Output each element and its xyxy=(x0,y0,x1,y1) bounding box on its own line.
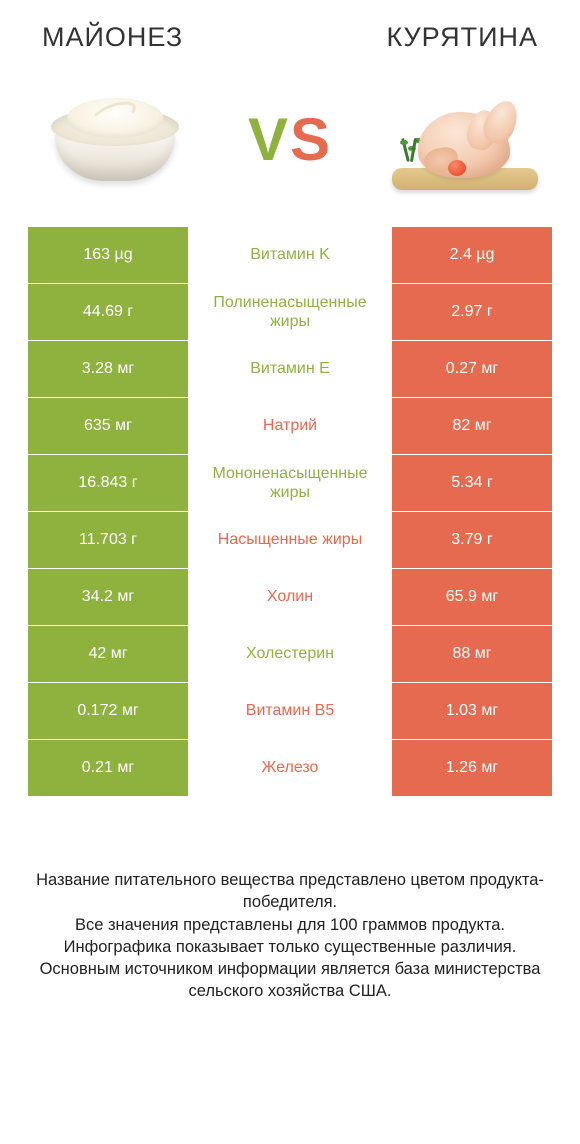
table-row: 0.172 мгВитамин B51.03 мг xyxy=(28,683,552,740)
table-row: 11.703 гНасыщенные жиры3.79 г xyxy=(28,512,552,569)
vs-label: VS xyxy=(248,105,332,174)
vs-letter-v: V xyxy=(248,105,290,174)
table-row: 44.69 гПолиненасыщенные жиры2.97 г xyxy=(28,284,552,341)
nutrient-label: Витамин E xyxy=(188,341,392,397)
right-value: 3.79 г xyxy=(392,512,552,568)
nutrient-label: Холин xyxy=(188,569,392,625)
nutrient-table: 163 µgВитамин K2.4 µg44.69 гПолиненасыще… xyxy=(0,227,580,797)
table-row: 0.21 мгЖелезо1.26 мг xyxy=(28,740,552,797)
nutrient-label: Витамин B5 xyxy=(188,683,392,739)
table-row: 16.843 гМононенасыщенные жиры5.34 г xyxy=(28,455,552,512)
right-value: 5.34 г xyxy=(392,455,552,511)
left-value: 635 мг xyxy=(28,398,188,454)
nutrient-label: Мононенасыщенные жиры xyxy=(188,455,392,511)
right-value: 1.26 мг xyxy=(392,740,552,796)
right-value: 2.4 µg xyxy=(392,227,552,283)
footer-line: Все значения представлены для 100 граммо… xyxy=(26,914,554,936)
nutrient-label: Насыщенные жиры xyxy=(188,512,392,568)
table-row: 635 мгНатрий82 мг xyxy=(28,398,552,455)
footer-line: Основным источником информации является … xyxy=(26,958,554,1003)
footer-line: Название питательного вещества представл… xyxy=(26,869,554,914)
left-value: 11.703 г xyxy=(28,512,188,568)
table-row: 42 мгХолестерин88 мг xyxy=(28,626,552,683)
right-value: 2.97 г xyxy=(392,284,552,340)
nutrient-label: Полиненасыщенные жиры xyxy=(188,284,392,340)
left-value: 42 мг xyxy=(28,626,188,682)
mayo-bowl-icon xyxy=(45,92,185,187)
chicken-icon xyxy=(390,84,540,194)
left-value: 163 µg xyxy=(28,227,188,283)
left-value: 44.69 г xyxy=(28,284,188,340)
left-product-image xyxy=(40,79,190,199)
right-value: 0.27 мг xyxy=(392,341,552,397)
right-value: 65.9 мг xyxy=(392,569,552,625)
left-value: 0.21 мг xyxy=(28,740,188,796)
table-row: 3.28 мгВитамин E0.27 мг xyxy=(28,341,552,398)
footer-line: Инфографика показывает только существенн… xyxy=(26,936,554,958)
nutrient-label: Железо xyxy=(188,740,392,796)
right-product-image xyxy=(390,79,540,199)
vs-letter-s: S xyxy=(290,105,332,174)
table-row: 163 µgВитамин K2.4 µg xyxy=(28,227,552,284)
nutrient-label: Холестерин xyxy=(188,626,392,682)
footer-notes: Название питательного вещества представл… xyxy=(0,797,580,1003)
left-value: 34.2 мг xyxy=(28,569,188,625)
left-value: 3.28 мг xyxy=(28,341,188,397)
left-product-title: МАЙОНЕЗ xyxy=(42,22,183,53)
right-product-title: КУРЯТИНА xyxy=(386,22,538,53)
nutrient-label: Натрий xyxy=(188,398,392,454)
right-value: 1.03 мг xyxy=(392,683,552,739)
header: МАЙОНЕЗ КУРЯТИНА xyxy=(0,0,580,61)
left-value: 16.843 г xyxy=(28,455,188,511)
vs-row: VS xyxy=(0,61,580,227)
table-row: 34.2 мгХолин65.9 мг xyxy=(28,569,552,626)
right-value: 82 мг xyxy=(392,398,552,454)
right-value: 88 мг xyxy=(392,626,552,682)
nutrient-label: Витамин K xyxy=(188,227,392,283)
left-value: 0.172 мг xyxy=(28,683,188,739)
